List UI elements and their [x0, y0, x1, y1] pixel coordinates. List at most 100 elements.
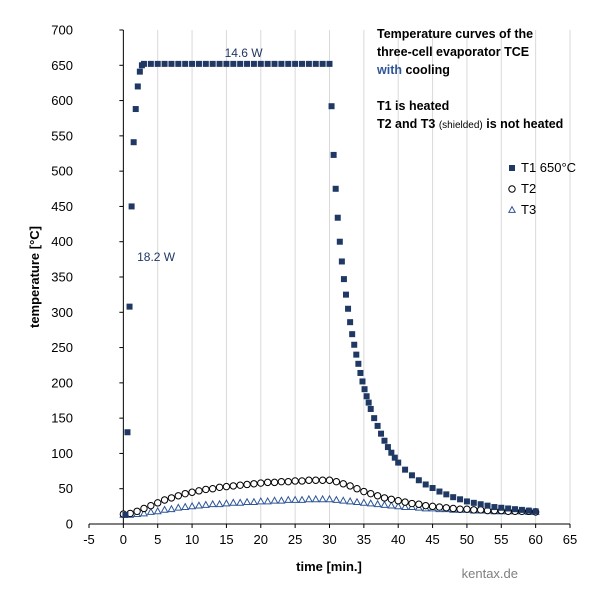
t3-point — [311, 494, 320, 503]
t1-point — [512, 506, 519, 513]
t1-point — [532, 508, 539, 515]
t1-point — [271, 60, 278, 67]
t1-point — [347, 319, 354, 326]
t1-point — [319, 60, 326, 67]
t1-point — [128, 203, 135, 210]
t2-point — [195, 487, 203, 495]
title-line: with cooling — [376, 63, 450, 77]
t1-point — [122, 511, 129, 518]
t3-point — [201, 500, 210, 508]
t1-point — [338, 258, 345, 265]
t1-point — [353, 351, 360, 358]
t1-point — [299, 60, 306, 67]
t1-point — [357, 369, 364, 376]
t1-point — [140, 60, 147, 67]
t1-point — [436, 488, 443, 495]
t3-point — [236, 498, 245, 506]
t3-point — [153, 506, 162, 515]
t1-point — [349, 331, 356, 338]
y-tick-label: 250 — [51, 340, 73, 355]
t3-point — [270, 496, 279, 504]
y-tick-labels: 0 50 100 150 200 250 300 350 400 450 500 550 600 650 7… — [51, 23, 73, 532]
t1-point — [223, 60, 230, 67]
t2-point — [470, 506, 478, 514]
t2-point — [318, 476, 327, 484]
t1-point — [384, 444, 391, 451]
t1-point — [371, 415, 378, 422]
legend-item: T2 — [508, 181, 536, 196]
t3-point — [167, 504, 176, 513]
t3-point — [346, 496, 355, 505]
t1-point — [505, 505, 512, 512]
x-tick-label: -5 — [83, 532, 95, 547]
t1-point — [250, 60, 257, 67]
t3-point — [373, 499, 382, 508]
t3-point — [394, 501, 403, 510]
t1-point — [126, 303, 133, 310]
t3-point — [352, 497, 362, 506]
t3-point — [222, 499, 231, 507]
grid — [157, 30, 571, 524]
t1-point — [345, 305, 352, 312]
t1-point — [470, 499, 477, 506]
x-tick-label: 15 — [219, 532, 233, 547]
legend-label: T2 — [521, 181, 536, 196]
t1-point — [381, 437, 388, 444]
t1-point — [378, 430, 385, 437]
t2-point — [181, 489, 189, 498]
t2-point — [263, 478, 272, 487]
t2-point — [442, 504, 451, 512]
t3-point — [380, 500, 389, 508]
t3-point — [188, 501, 197, 510]
t1-point — [237, 60, 244, 67]
t3-point — [146, 507, 155, 515]
legend: T1 650°C T2 T3 — [507, 160, 576, 217]
t1-point — [168, 60, 175, 67]
series-square — [122, 60, 539, 518]
t2-point — [415, 500, 423, 508]
t1-point — [463, 498, 470, 505]
x-tick-label: 10 — [185, 532, 199, 547]
t2-point — [140, 504, 148, 513]
t1-point — [477, 501, 484, 508]
t2-point — [270, 478, 279, 487]
t2-point — [222, 482, 231, 491]
t2-point — [373, 492, 382, 500]
t1-point — [154, 60, 161, 67]
x-tick-label: 40 — [391, 532, 405, 547]
t2-point — [456, 505, 464, 513]
t1-point — [130, 139, 137, 146]
t1-point — [443, 491, 450, 498]
t2-point — [325, 476, 334, 484]
t1-point — [202, 60, 209, 67]
x-tick-label: 30 — [322, 532, 336, 547]
t3-point — [229, 498, 238, 506]
t1-point — [342, 291, 349, 298]
t1-point — [422, 481, 429, 488]
t2-point — [408, 499, 416, 508]
t1-point — [312, 60, 319, 67]
x-tick-labels: -5 0 5 10 15 20 25 30 35 40 45 50 55 60 65 — [83, 532, 577, 547]
y-tick-label: 550 — [51, 128, 73, 143]
t1-point — [136, 68, 143, 75]
t1-point — [332, 185, 339, 192]
t2-point — [422, 501, 430, 510]
t2-point — [353, 485, 361, 493]
t1-point — [408, 472, 415, 479]
t1-point — [216, 60, 223, 67]
t3-point — [174, 503, 183, 511]
t1-point — [525, 507, 532, 514]
t3-point — [249, 497, 258, 506]
legend-item: T3 — [507, 202, 536, 217]
t2-point — [250, 480, 258, 488]
t2-point — [133, 507, 141, 515]
x-tick-label: 5 — [154, 532, 161, 547]
t3-point — [208, 499, 217, 508]
t2-point — [277, 477, 286, 486]
t2-point — [332, 477, 341, 486]
t2-point — [167, 494, 176, 502]
t3-point — [401, 502, 410, 510]
annotation-label: 14.6 W — [225, 46, 264, 60]
t2-point — [160, 496, 169, 504]
t3-point — [194, 501, 203, 509]
